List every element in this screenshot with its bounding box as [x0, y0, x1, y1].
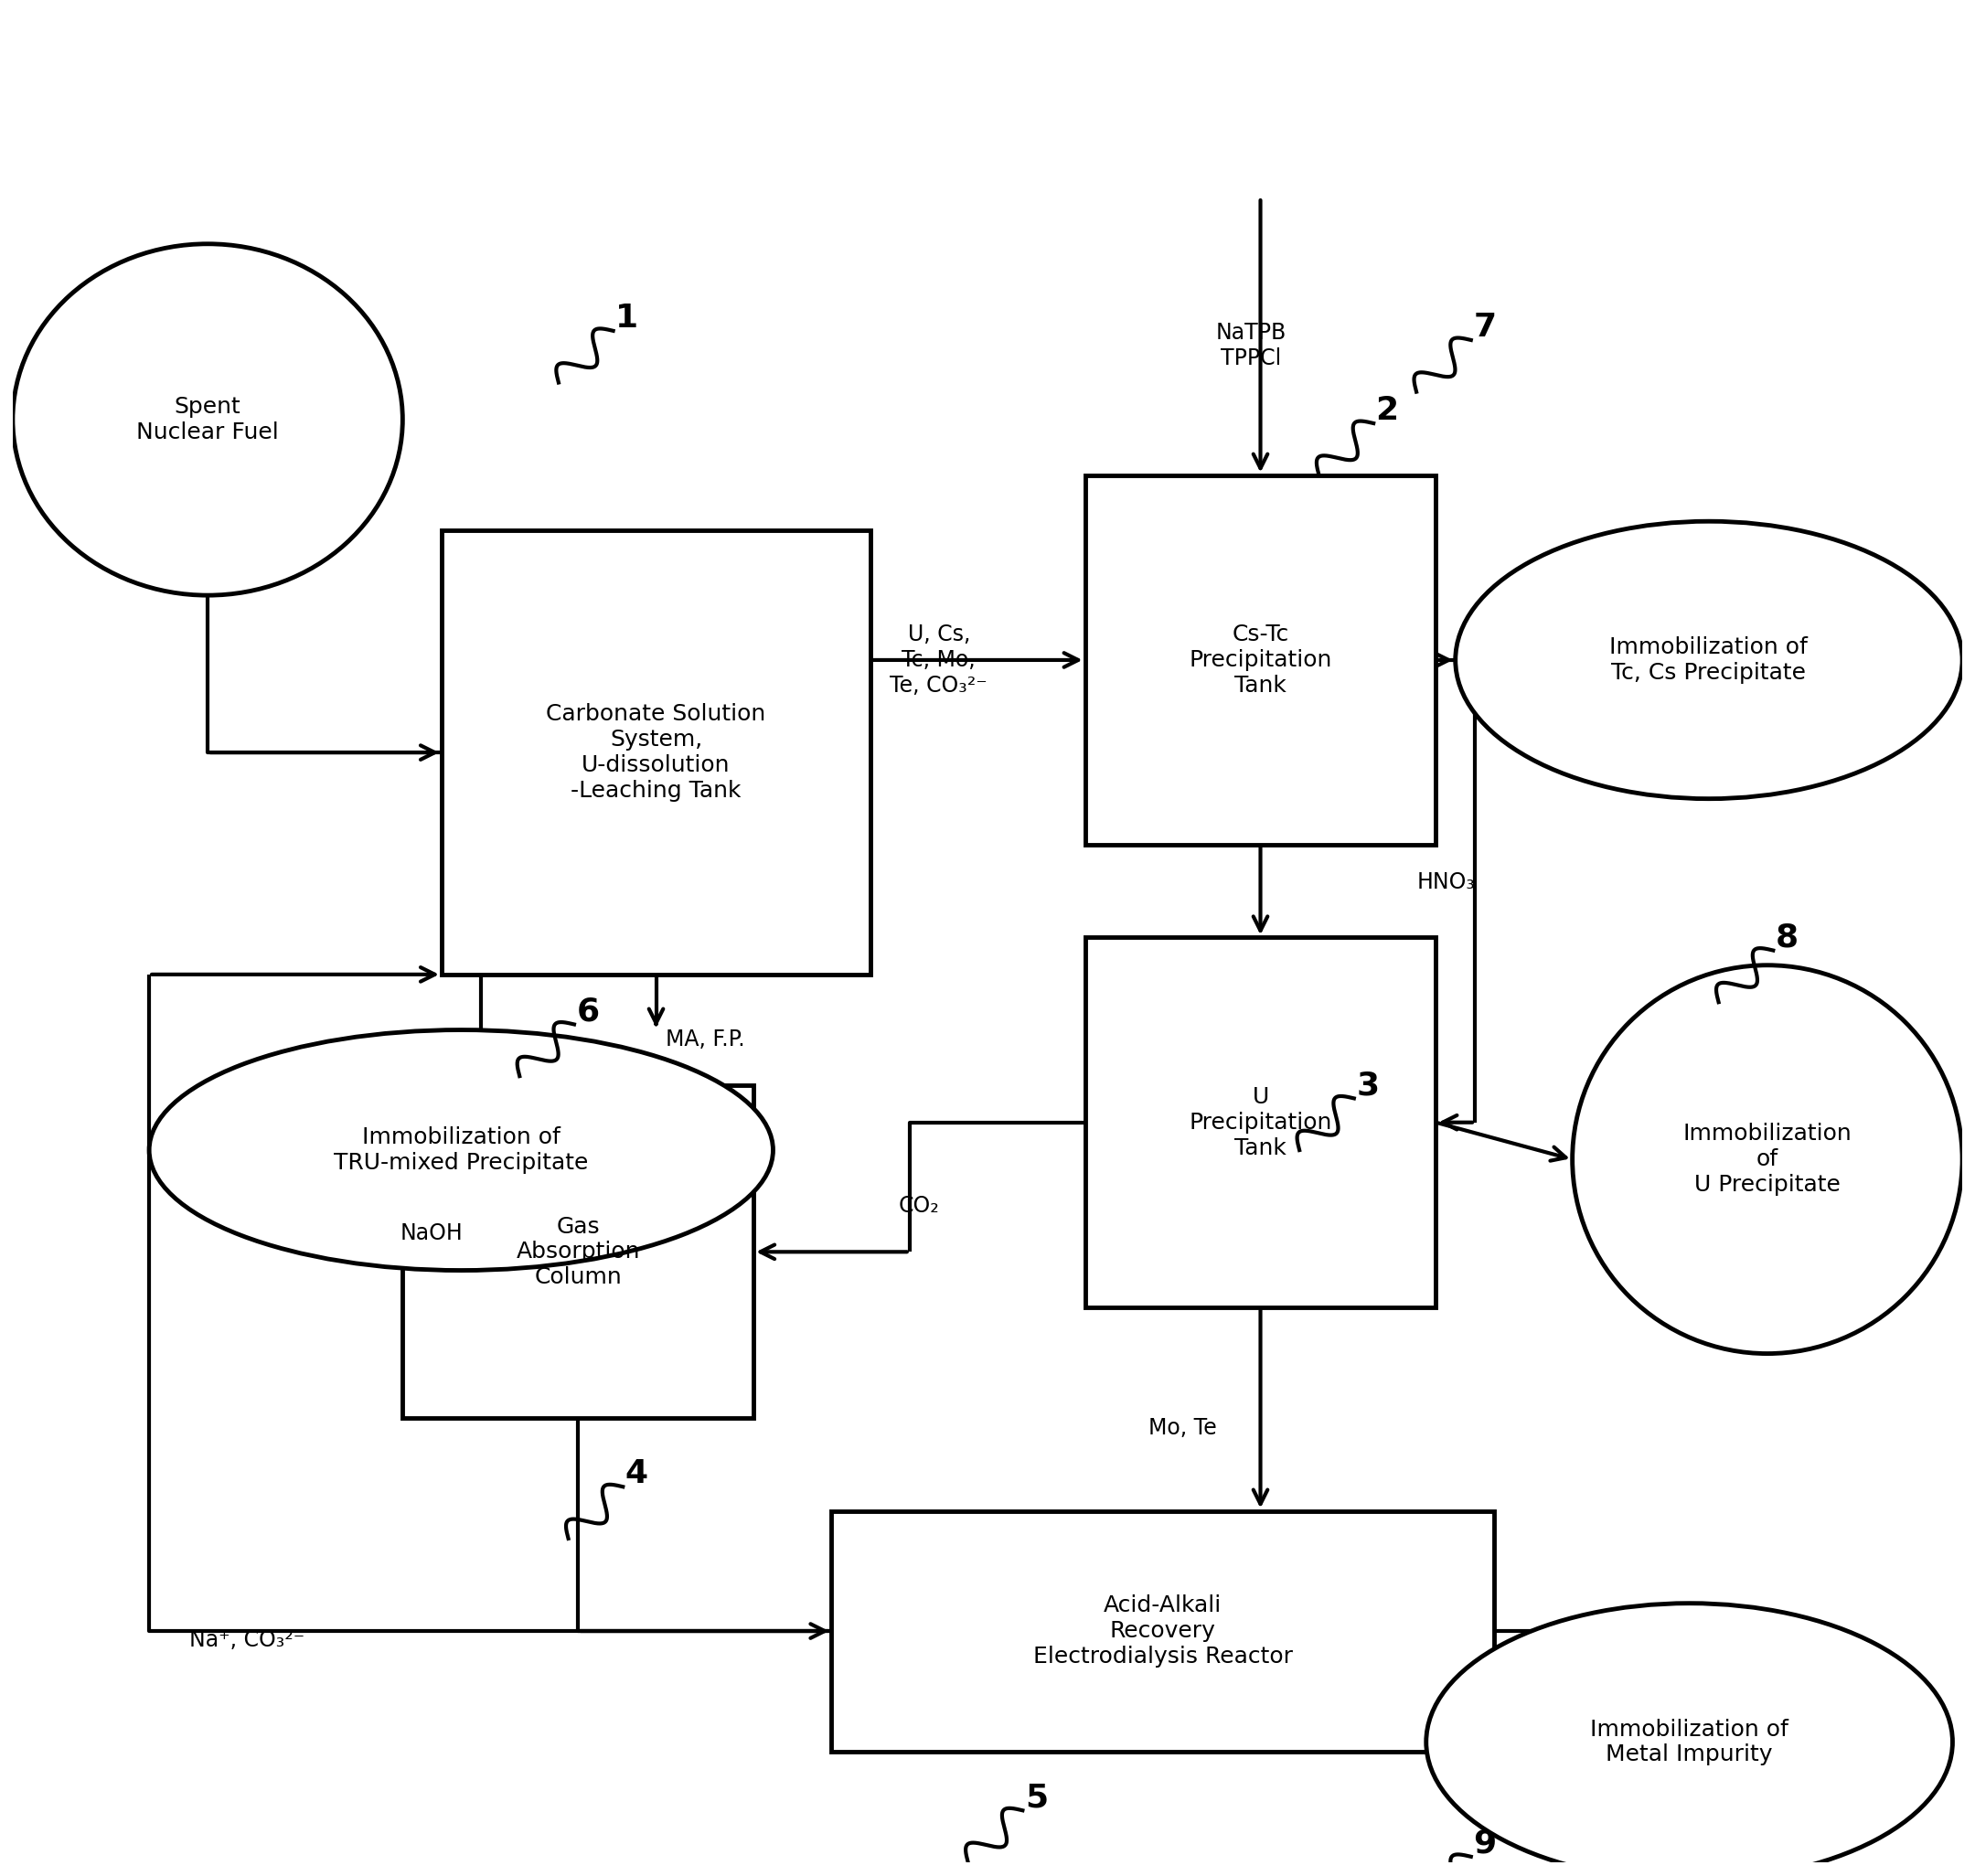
Text: Carbonate Solution
System,
U-dissolution
-Leaching Tank: Carbonate Solution System, U-dissolution…: [547, 704, 766, 801]
Text: Mo, Te: Mo, Te: [1147, 1416, 1217, 1439]
Ellipse shape: [1572, 964, 1963, 1354]
Text: 2: 2: [1377, 394, 1398, 426]
Text: 4: 4: [624, 1458, 648, 1490]
Ellipse shape: [12, 244, 403, 595]
FancyBboxPatch shape: [831, 1510, 1495, 1750]
Ellipse shape: [150, 1030, 772, 1270]
Text: U, Cs,
Tc, Mo,
Te, CO₃²⁻: U, Cs, Tc, Mo, Te, CO₃²⁻: [891, 623, 988, 696]
Text: Gas
Absorption
Column: Gas Absorption Column: [515, 1216, 640, 1289]
Ellipse shape: [1456, 522, 1963, 799]
Text: 9: 9: [1473, 1829, 1497, 1859]
Ellipse shape: [1426, 1604, 1953, 1876]
Text: HNO₃: HNO₃: [1416, 870, 1475, 893]
Text: Spent
Nuclear Fuel: Spent Nuclear Fuel: [136, 396, 278, 443]
Text: Acid-Alkali
Recovery
Electrodialysis Reactor: Acid-Alkali Recovery Electrodialysis Rea…: [1033, 1595, 1294, 1668]
Text: 6: 6: [577, 996, 598, 1026]
Text: Immobilization of
TRU-mixed Precipitate: Immobilization of TRU-mixed Precipitate: [334, 1126, 589, 1174]
FancyBboxPatch shape: [1084, 475, 1436, 844]
Text: 5: 5: [1025, 1782, 1047, 1812]
Text: U
Precipitation
Tank: U Precipitation Tank: [1189, 1086, 1331, 1159]
Text: Na⁺, CO₃²⁻: Na⁺, CO₃²⁻: [190, 1628, 304, 1651]
Text: CO₂: CO₂: [899, 1195, 940, 1218]
Text: NaOH: NaOH: [401, 1223, 464, 1244]
Text: 8: 8: [1776, 921, 1799, 953]
FancyBboxPatch shape: [1084, 938, 1436, 1308]
Text: Immobilization
of
U Precipitate: Immobilization of U Precipitate: [1683, 1124, 1853, 1195]
Text: MA, F.P.: MA, F.P.: [666, 1028, 745, 1051]
Text: 7: 7: [1473, 311, 1497, 343]
Text: Immobilization of
Tc, Cs Precipitate: Immobilization of Tc, Cs Precipitate: [1610, 636, 1807, 683]
FancyBboxPatch shape: [442, 531, 871, 974]
Text: 1: 1: [616, 302, 638, 334]
FancyBboxPatch shape: [403, 1086, 754, 1418]
Text: Immobilization of
Metal Impurity: Immobilization of Metal Impurity: [1590, 1718, 1789, 1765]
Text: 3: 3: [1357, 1069, 1379, 1101]
Text: Cs-Tc
Precipitation
Tank: Cs-Tc Precipitation Tank: [1189, 623, 1331, 696]
Text: NaTPB
TPPCl: NaTPB TPPCl: [1215, 323, 1286, 370]
